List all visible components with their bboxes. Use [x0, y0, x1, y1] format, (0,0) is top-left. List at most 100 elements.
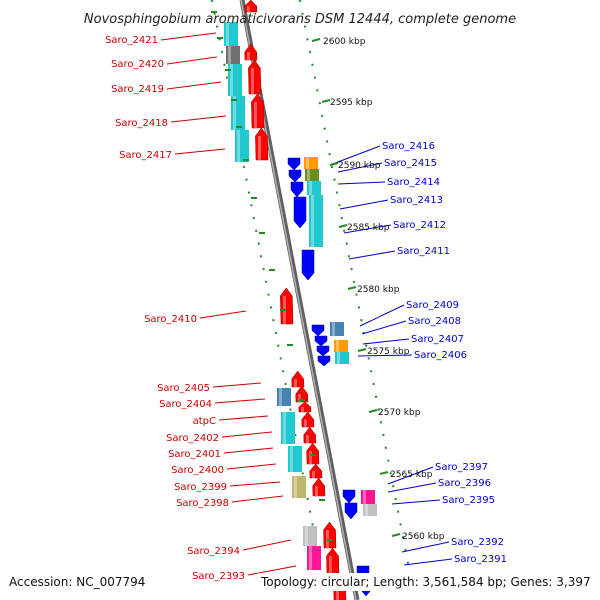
gene-label: Saro_2408: [408, 316, 461, 327]
cog-box-cyan: [309, 195, 323, 247]
label-connector: [329, 145, 381, 166]
forward-gene-arrow: [295, 385, 309, 403]
cog-box-silver: [303, 526, 317, 546]
label-connector: [391, 499, 441, 505]
gene-label: Saro_2401: [168, 449, 221, 460]
forward-gene-arrow: [306, 442, 320, 465]
reverse-gene-arrow: [314, 335, 328, 347]
gene-label: Saro_2406: [414, 350, 467, 361]
box-shine: [294, 476, 297, 498]
label-connectors: [160, 32, 453, 576]
forward-gene-arrow: [251, 93, 265, 129]
label-connector: [166, 81, 222, 90]
cog-box-pink: [361, 490, 375, 504]
gene-label: Saro_2413: [390, 195, 443, 206]
label-connector: [339, 199, 389, 210]
scale-tick: [391, 533, 401, 537]
gene-label: Saro_2414: [387, 177, 440, 188]
reverse-gene-arrow: [317, 355, 331, 367]
reverse-gene-arrow: [301, 249, 315, 281]
cog-box-cyan: [235, 130, 249, 162]
label-connector: [387, 466, 434, 485]
cog-box-cyan: [224, 22, 238, 46]
box-shine: [279, 388, 282, 406]
gene-shine: [247, 52, 250, 60]
gene-shine: [254, 102, 257, 128]
map-title: Novosphingobium aromaticivorans DSM 1244…: [84, 12, 516, 27]
box-shine: [309, 181, 312, 195]
gene-label: Saro_2404: [159, 399, 212, 410]
gene-label: Saro_2409: [406, 300, 459, 311]
label-connector: [362, 338, 410, 345]
box-shine: [226, 22, 229, 46]
cog-box-steelblue: [330, 322, 344, 336]
label-connector: [212, 382, 262, 388]
box-shine: [337, 352, 340, 364]
box-shine: [309, 546, 312, 570]
scale-ticks: [211, 11, 401, 541]
gene-label: Saro_2417: [119, 150, 172, 161]
gene-shine: [329, 556, 332, 575]
scale-tick: [357, 348, 367, 352]
gene-label: Saro_2399: [174, 482, 227, 493]
box-shine: [233, 96, 236, 130]
tick-label: 2565 kbp: [390, 470, 433, 480]
gene-label: Saro_2407: [411, 334, 464, 345]
box-shine: [283, 412, 286, 444]
cog-box-olive: [305, 169, 319, 181]
cog-box-cyan: [335, 352, 349, 364]
tick-label: 2585 kbp: [347, 223, 390, 233]
tick-label: 2595 kbp: [330, 98, 373, 108]
gene-label: Saro_2398: [176, 498, 229, 509]
gene-shine: [294, 379, 297, 387]
label-connector: [160, 32, 217, 41]
box-shine: [228, 46, 231, 64]
box-shine: [336, 340, 339, 352]
box-shine: [230, 64, 233, 96]
gene-features: [224, 0, 377, 600]
label-connector: [214, 398, 266, 404]
label-connector: [247, 565, 297, 576]
gene-label: Saro_2396: [438, 478, 491, 489]
forward-gene-arrow: [309, 463, 323, 479]
box-shine: [306, 157, 309, 169]
gene-shine: [251, 68, 254, 94]
scale-tick: [338, 224, 348, 228]
gene-label: Saro_2395: [442, 495, 495, 506]
cog-box-gray: [226, 46, 240, 64]
forward-gene-arrow: [301, 411, 315, 428]
tick-label: 2575 kbp: [367, 347, 410, 357]
gene-shine: [315, 486, 318, 496]
label-connector: [174, 148, 226, 155]
label-connector: [359, 304, 405, 327]
gene-shine: [247, 6, 250, 12]
gene-shine: [309, 451, 312, 464]
forward-gene-arrow: [323, 521, 337, 549]
tick-label: 2570 kbp: [378, 408, 421, 418]
footer-left-bg: [6, 573, 152, 591]
gene-shine: [312, 471, 315, 478]
label-connector: [403, 558, 453, 566]
label-connector: [199, 310, 247, 319]
cog-box-orange: [334, 340, 348, 352]
label-connector: [361, 320, 407, 335]
cog-box-cyan: [281, 412, 295, 444]
label-connector: [223, 447, 274, 454]
scale-tick: [368, 409, 378, 413]
box-shine: [311, 195, 314, 247]
label-connector: [401, 541, 450, 553]
label-connector: [357, 354, 413, 357]
gene-label: Saro_2394: [187, 546, 240, 557]
gene-label: Saro_2400: [171, 465, 224, 476]
forward-gene-arrow: [303, 426, 317, 444]
label-connector: [348, 250, 396, 260]
gene-shine: [301, 407, 304, 412]
forward-gene-arrow: [255, 127, 269, 161]
gene-label: Saro_2405: [157, 383, 210, 394]
reverse-gene-arrow: [342, 489, 356, 504]
scale-tick: [347, 286, 357, 290]
reverse-gene-arrow: [293, 196, 307, 229]
label-connector: [337, 181, 386, 185]
label-connector: [166, 56, 218, 65]
label-connector: [229, 481, 281, 487]
